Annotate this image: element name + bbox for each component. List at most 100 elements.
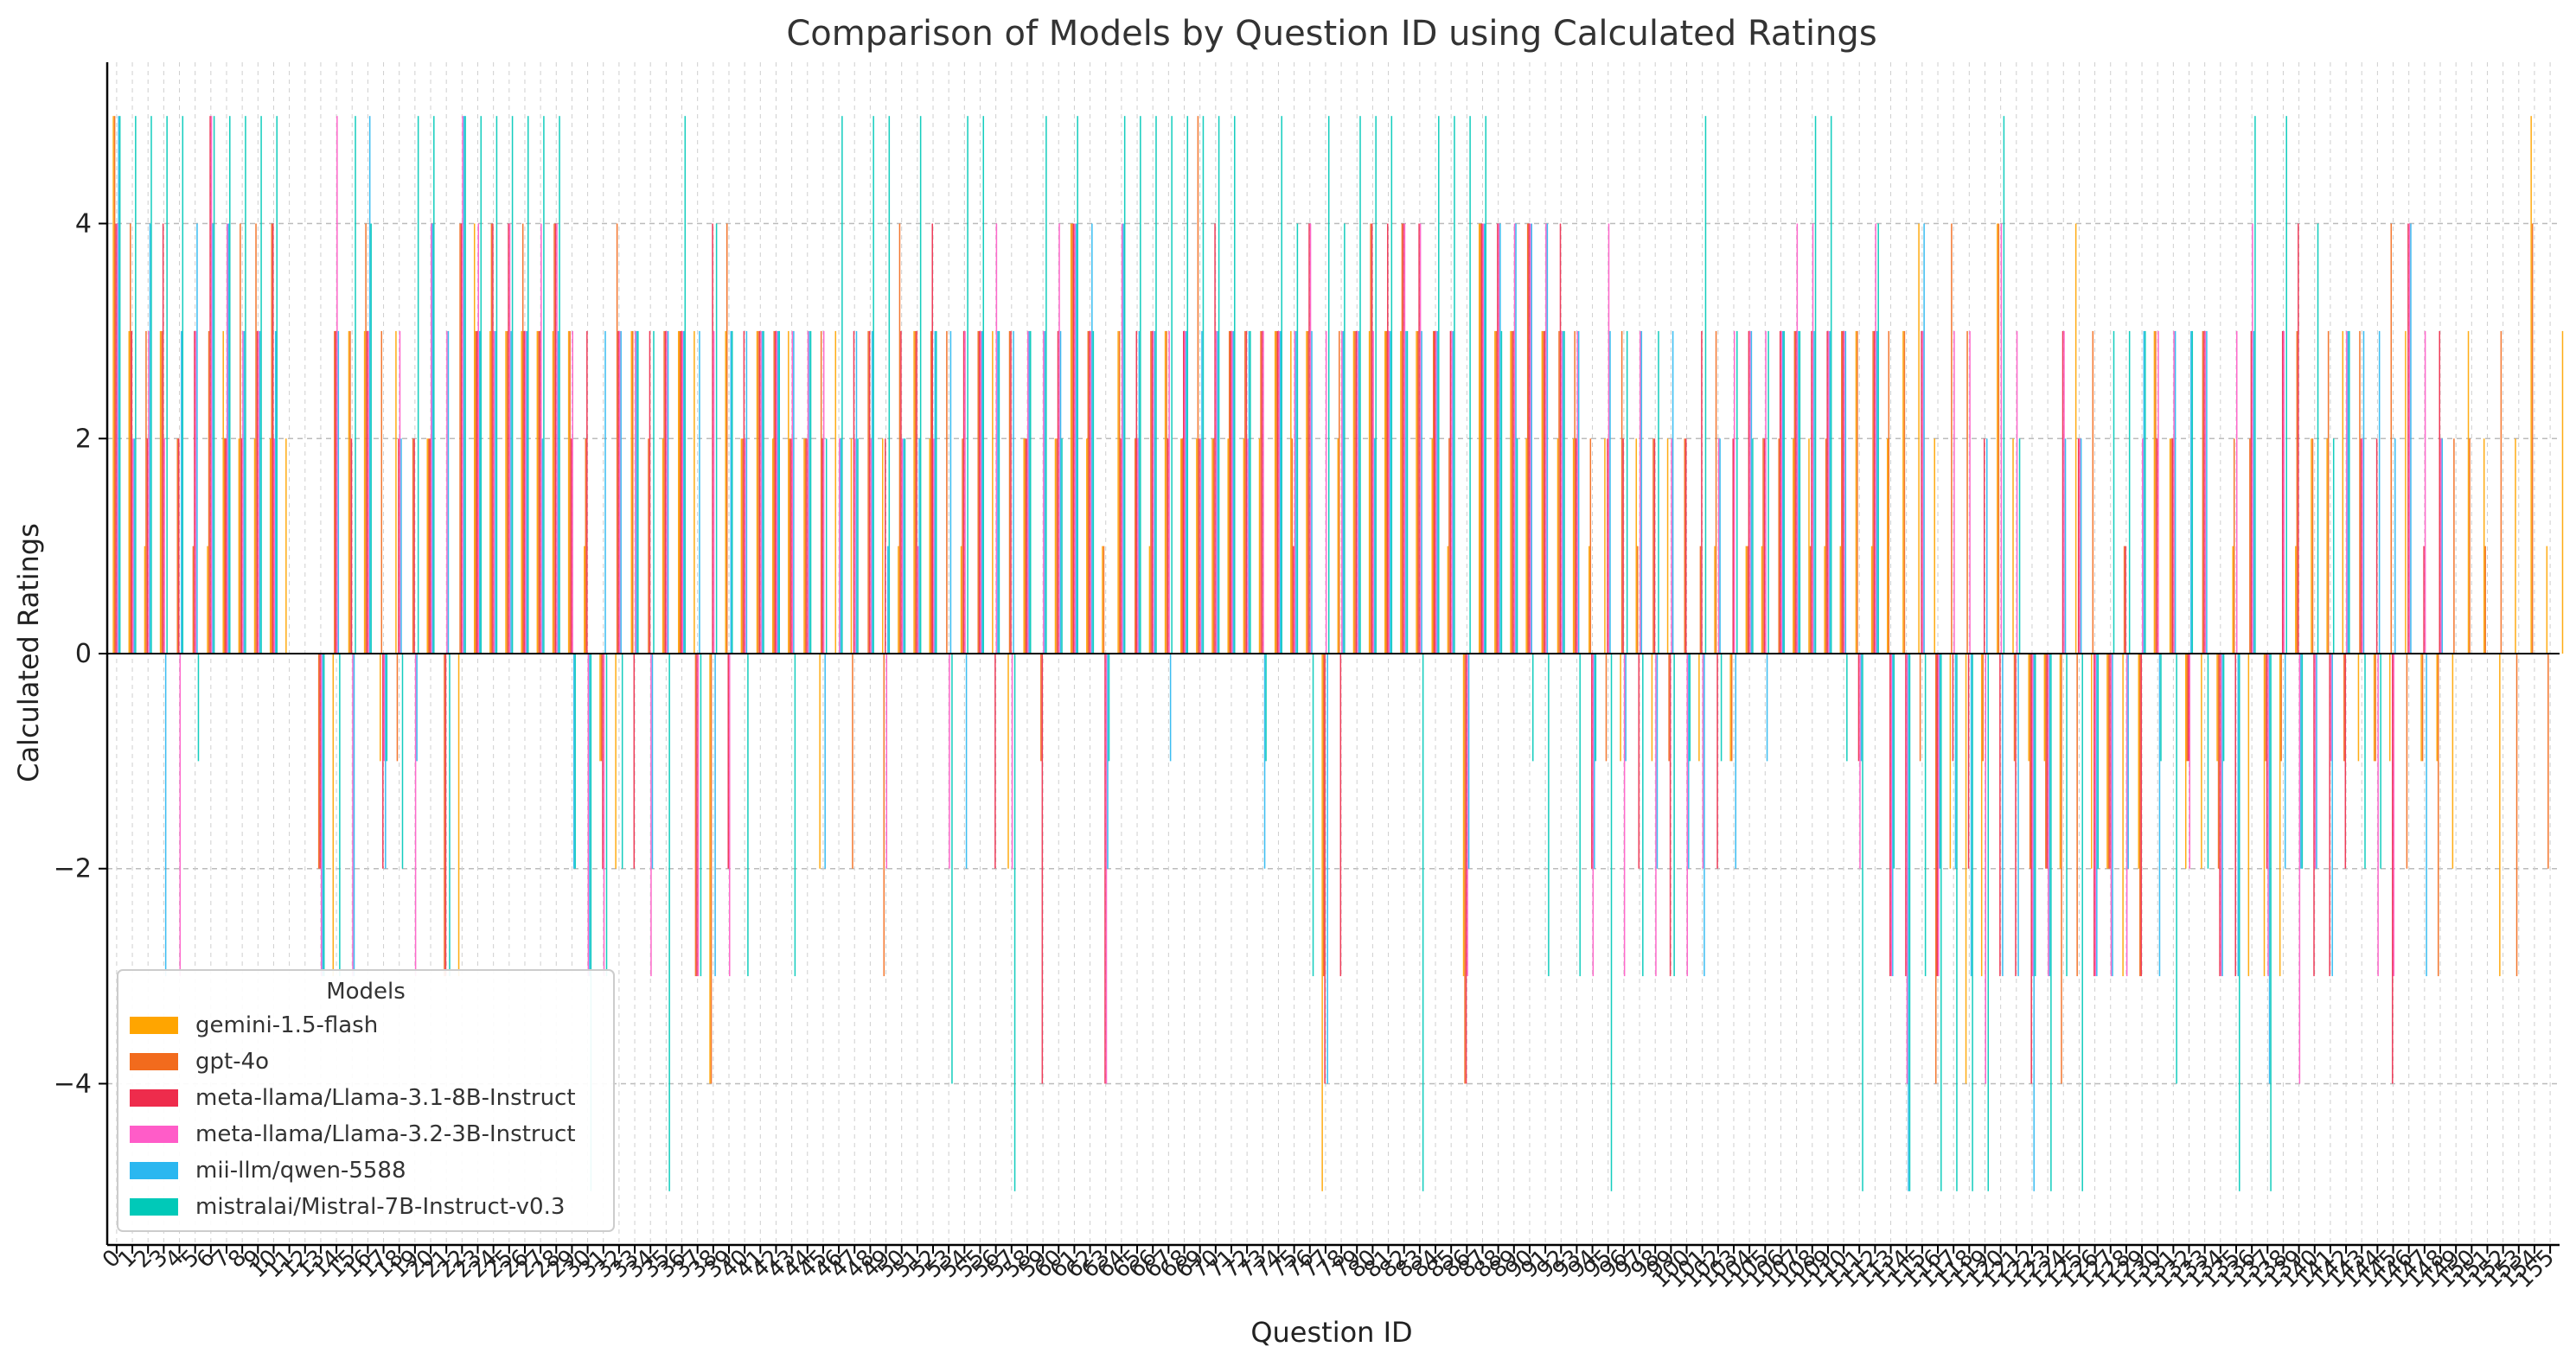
chart-title: Comparison of Models by Question ID usin… bbox=[786, 14, 1876, 54]
bar bbox=[2283, 330, 2285, 654]
bar bbox=[2390, 223, 2393, 654]
bar bbox=[1778, 438, 1780, 654]
bar bbox=[2174, 330, 2176, 654]
bar bbox=[242, 330, 244, 654]
bar bbox=[1290, 330, 1292, 654]
bar bbox=[620, 330, 622, 654]
bar bbox=[1839, 546, 1842, 654]
bar bbox=[1054, 438, 1057, 654]
bar bbox=[1714, 546, 1716, 654]
bar bbox=[2216, 654, 2218, 762]
bar bbox=[2313, 654, 2315, 977]
bar bbox=[1311, 330, 1313, 654]
bar bbox=[1793, 438, 1794, 654]
bar bbox=[1980, 654, 1983, 977]
bar bbox=[900, 330, 902, 654]
bar bbox=[727, 654, 729, 869]
bar bbox=[431, 223, 434, 654]
bar bbox=[1969, 330, 1971, 654]
y-tick-label: 0 bbox=[75, 639, 92, 669]
bar bbox=[1719, 438, 1721, 654]
bar bbox=[1966, 330, 1968, 654]
bar bbox=[1934, 438, 1935, 654]
bar bbox=[978, 330, 981, 654]
bar bbox=[885, 438, 886, 654]
bar bbox=[1010, 330, 1012, 654]
bar bbox=[2015, 654, 2017, 977]
bar bbox=[1202, 116, 1205, 654]
bar bbox=[1671, 438, 1672, 654]
bar bbox=[962, 438, 963, 654]
bar bbox=[1186, 330, 1187, 654]
bar bbox=[2232, 546, 2234, 654]
bar bbox=[2357, 654, 2360, 762]
bar bbox=[1972, 654, 1973, 1191]
bar bbox=[1107, 654, 1109, 869]
bar bbox=[1857, 330, 1858, 654]
bar bbox=[1247, 438, 1249, 654]
bar bbox=[2109, 654, 2111, 869]
bar bbox=[1812, 223, 1814, 654]
bar bbox=[1575, 438, 1577, 654]
bar bbox=[965, 654, 968, 869]
bar bbox=[1811, 330, 1812, 654]
bar bbox=[725, 330, 726, 654]
bar bbox=[336, 116, 338, 654]
bar bbox=[696, 654, 698, 977]
bar bbox=[633, 654, 636, 869]
bar bbox=[2000, 223, 2003, 654]
bar bbox=[1072, 223, 1075, 654]
bar bbox=[569, 330, 571, 654]
bar bbox=[1196, 438, 1198, 654]
bar bbox=[464, 116, 466, 654]
bar bbox=[380, 654, 381, 762]
bar bbox=[684, 116, 687, 654]
bar bbox=[1642, 654, 1644, 977]
bar bbox=[1965, 654, 1967, 1084]
bar bbox=[1999, 654, 2001, 977]
bar bbox=[2499, 654, 2501, 977]
bar bbox=[133, 438, 136, 654]
bar bbox=[146, 438, 149, 654]
bar bbox=[1716, 654, 1718, 869]
bar bbox=[2421, 654, 2424, 762]
bar bbox=[150, 116, 152, 654]
bar bbox=[2349, 330, 2350, 654]
bar bbox=[479, 330, 481, 654]
bar bbox=[2125, 654, 2128, 977]
bar bbox=[1511, 330, 1513, 654]
bar bbox=[822, 330, 825, 654]
bar bbox=[1138, 330, 1141, 654]
bar bbox=[2030, 654, 2032, 1084]
bar bbox=[1293, 546, 1294, 654]
bar bbox=[1040, 654, 1042, 762]
bar bbox=[1419, 223, 1422, 654]
bar bbox=[1921, 330, 1924, 654]
bar bbox=[1902, 330, 1904, 654]
bar bbox=[401, 654, 404, 869]
bar bbox=[1855, 330, 1857, 654]
bar bbox=[2346, 330, 2348, 654]
bar bbox=[1763, 438, 1766, 654]
bar bbox=[1121, 223, 1123, 654]
bar bbox=[2077, 438, 2080, 654]
bar bbox=[1640, 330, 1641, 654]
bar bbox=[2531, 223, 2534, 654]
bar bbox=[182, 116, 184, 654]
bar bbox=[339, 654, 341, 977]
bar bbox=[417, 116, 419, 654]
bar bbox=[130, 223, 131, 654]
bar bbox=[398, 438, 400, 654]
bar bbox=[662, 438, 664, 654]
bar bbox=[681, 330, 684, 654]
bar bbox=[2295, 546, 2297, 654]
bar bbox=[2267, 654, 2269, 977]
bar bbox=[1070, 223, 1072, 654]
bar bbox=[1765, 330, 1767, 654]
bar bbox=[2012, 438, 2014, 654]
bar bbox=[747, 654, 749, 977]
bar bbox=[1685, 438, 1687, 654]
bar bbox=[2029, 654, 2031, 869]
bar bbox=[1357, 330, 1358, 654]
bar bbox=[914, 330, 917, 654]
